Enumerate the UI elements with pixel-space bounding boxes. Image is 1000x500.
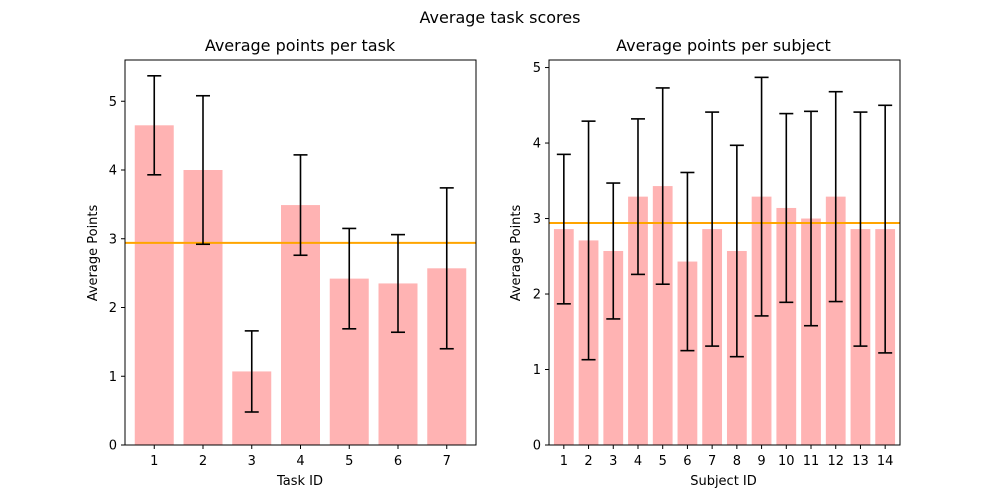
subject-chart: Average points per subject Subject ID Av… [509, 36, 901, 489]
task-y-tick-label: 1 [109, 370, 117, 385]
task-error-bar-5 [342, 227, 357, 330]
task-error-bar-1 [147, 75, 162, 176]
subject-error-bar-2 [581, 120, 596, 361]
subject-bar-5 [652, 186, 673, 445]
subject-error-bar-1 [556, 153, 571, 305]
figure-title: Average task scores [420, 8, 581, 27]
subject-bars [553, 186, 896, 445]
subject-bar-10 [776, 207, 797, 445]
subject-error-bar-7 [705, 111, 720, 347]
subject-y-tick-label: 1 [533, 363, 541, 378]
subject-bar-11 [801, 218, 821, 445]
task-chart-y-axis-label: Average Points [86, 204, 101, 301]
subject-bar-1 [553, 229, 574, 445]
subject-error-bar-13 [853, 111, 868, 347]
subject-error-bar-12 [828, 90, 843, 303]
subject-bar-9 [751, 196, 772, 445]
subject-y-tick-label: 3 [533, 212, 541, 227]
task-error-bar-4 [293, 154, 308, 257]
task-x-tick-label: 2 [199, 454, 207, 469]
subject-chart-title: Average points per subject [616, 36, 831, 55]
subject-x-tick-label: 2 [584, 454, 592, 469]
task-x-tick-label: 3 [248, 454, 256, 469]
subject-x-tick-label: 12 [827, 454, 844, 469]
task-y-tick-label: 2 [109, 301, 117, 316]
subject-error-bar-3 [606, 182, 621, 320]
task-y-tick-label: 0 [109, 439, 117, 454]
subject-bar-4 [628, 196, 648, 445]
task-chart: Average points per task Task ID Average … [86, 36, 477, 489]
subject-error-bar-8 [729, 144, 744, 358]
subject-error-bar-5 [655, 87, 670, 286]
subject-x-tick-label: 7 [708, 454, 716, 469]
subject-axes-frame [548, 59, 901, 446]
subject-error-bar-14 [878, 104, 893, 354]
subject-x-tick-label: 10 [778, 454, 795, 469]
task-chart-x-axis-label: Task ID [276, 474, 323, 489]
task-error-bar-6 [391, 233, 405, 334]
task-x-tick-label: 5 [345, 454, 353, 469]
subject-x-tick-label: 8 [733, 454, 741, 469]
subject-bar-12 [825, 196, 846, 445]
subject-y-tick-label: 5 [533, 61, 541, 76]
subject-error-bar-10 [779, 112, 794, 304]
subject-x-tick-label: 14 [877, 454, 894, 469]
subject-x-tick-label: 11 [803, 454, 820, 469]
subject-x-tick-label: 9 [757, 454, 765, 469]
subject-chart-y-axis-label: Average Points [509, 204, 524, 301]
subject-x-tick-label: 1 [560, 454, 568, 469]
task-error-bar-7 [439, 187, 454, 350]
subject-x-tick-label: 5 [659, 454, 667, 469]
task-chart-title: Average points per task [205, 36, 396, 55]
task-y-tick-label: 5 [109, 95, 117, 110]
subject-chart-x-axis-label: Subject ID [690, 474, 757, 489]
task-error-bar-2 [196, 94, 210, 246]
subject-x-tick-label: 3 [609, 454, 617, 469]
task-y-tick-label: 4 [109, 164, 117, 179]
task-bar-1 [134, 125, 174, 445]
subject-y-tick-label: 4 [533, 137, 541, 152]
task-x-tick-label: 4 [296, 454, 304, 469]
task-x-tick-label: 1 [150, 454, 158, 469]
subject-error-bar-9 [754, 76, 769, 317]
subject-y-tick-label: 2 [533, 288, 541, 303]
task-x-tick-label: 6 [394, 454, 402, 469]
subject-error-bar-11 [804, 110, 819, 327]
subject-x-tick-label: 4 [634, 454, 642, 469]
task-y-tick-label: 3 [109, 232, 117, 247]
subject-bar-3 [603, 250, 624, 445]
subject-y-tick-label: 0 [533, 439, 541, 454]
subject-x-tick-label: 6 [683, 454, 691, 469]
task-x-tick-label: 7 [443, 454, 451, 469]
subject-error-bar-4 [630, 118, 645, 276]
subject-bar-6 [677, 261, 698, 445]
subject-x-tick-label: 13 [852, 454, 869, 469]
subject-error-bar-6 [680, 171, 695, 352]
task-error-bar-3 [244, 330, 259, 413]
